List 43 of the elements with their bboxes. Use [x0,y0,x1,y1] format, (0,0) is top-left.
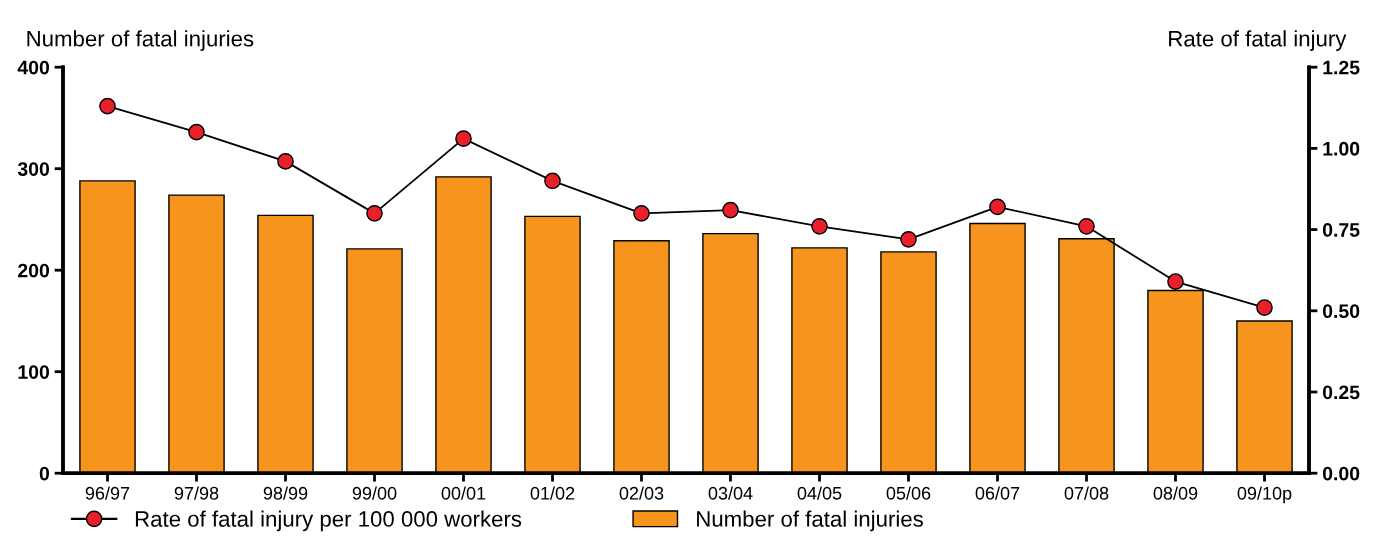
y-axis-title: Number of fatal injuries [27,30,254,51]
y2-tick-label: 0.75 [1322,223,1360,237]
y-tick-label: 0 [39,466,50,481]
y2-tick-label: 0.50 [1322,304,1360,319]
y-tick-label: 200 [18,263,50,278]
legend-label: Rate of fatal injury per 100 000 workers [135,510,522,532]
x-tick-label: 98/99 [263,486,308,500]
x-tick-label: 05/06 [886,486,931,500]
x-tick-label: 04/05 [797,486,842,500]
x-tick-label: 08/09 [1153,486,1198,500]
x-tick-label: 96/97 [85,486,130,500]
point [366,205,383,222]
y2-tick-label: 0.00 [1322,466,1360,481]
x-tick-label: 06/07 [975,486,1020,500]
x-tick-label: 99/00 [352,486,397,500]
point [188,123,205,141]
point [811,218,828,235]
x-tick-label: 97/98 [174,486,219,500]
y-tick-label: 100 [18,365,50,379]
x-tick-label: 03/04 [708,486,753,500]
point [99,97,116,115]
y2-tick-label: 0.25 [1322,385,1360,400]
x-tick-label: 01/02 [530,486,575,500]
y-tick-label: 300 [17,162,50,176]
point [900,231,917,248]
x-tick-label: 02/03 [619,486,664,500]
y2-axis-title: Rate of fatal injury [1169,30,1347,51]
point [989,198,1006,216]
point [1167,273,1184,290]
point [1078,218,1095,235]
point [455,130,472,147]
legend-label: Number of fatal injuries [697,510,923,532]
point [544,172,561,190]
point [1256,299,1273,316]
x-tick-label: 09/10p [1237,486,1292,504]
x-tick-label: 07/08 [1064,486,1109,500]
point [277,153,294,170]
y2-tick-label: 1.25 [1323,60,1360,75]
y2-tick-label: 1.00 [1323,141,1360,156]
y-tick-label: 400 [17,60,50,75]
point [633,205,650,222]
x-tick-label: 00/01 [441,486,486,500]
point [722,201,739,219]
